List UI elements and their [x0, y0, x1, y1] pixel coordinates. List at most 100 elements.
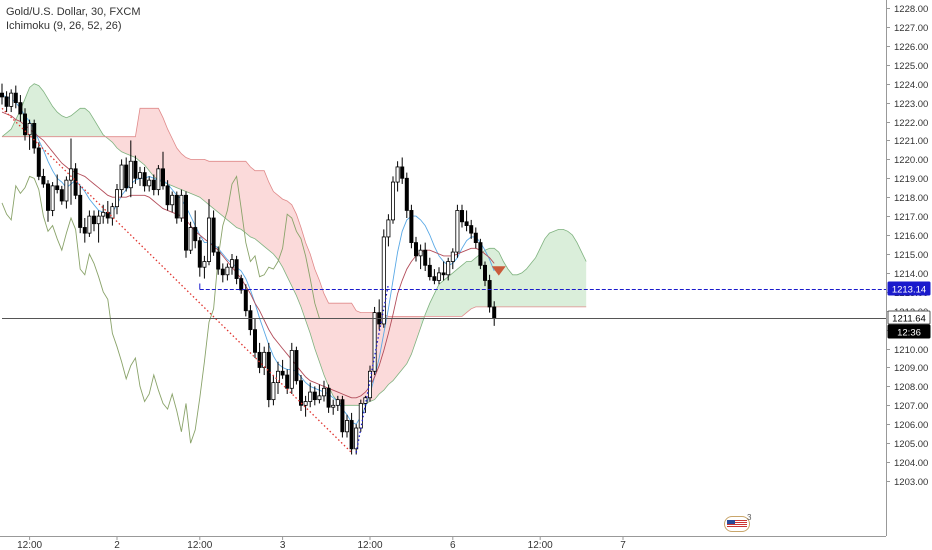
- candle-body: [206, 217, 211, 262]
- y-tick-label: 1223.00: [894, 99, 928, 110]
- candle-down: [482, 261, 487, 287]
- candle-up: [331, 399, 336, 415]
- y-tick-label: 1221.00: [894, 136, 928, 147]
- candle-body: [128, 160, 133, 189]
- candle-body: [285, 374, 290, 389]
- candle-body: [363, 397, 368, 404]
- y-tick-label: 1219.00: [894, 174, 928, 185]
- y-tick-label: 1222.00: [894, 118, 928, 129]
- y-tick-label: 1209.00: [894, 363, 928, 374]
- candle-body: [211, 217, 216, 253]
- candle-down: [0, 83, 4, 105]
- us-flag-icon[interactable]: [724, 516, 750, 532]
- candle-body: [354, 427, 359, 450]
- candle-down: [32, 119, 37, 154]
- candle-up: [335, 395, 340, 411]
- candle-body: [298, 380, 303, 406]
- candle-body: [308, 391, 313, 402]
- candle-body: [243, 289, 248, 312]
- candle-down: [165, 180, 170, 211]
- candle-up: [446, 257, 451, 281]
- kumo-bullish-segment: [2, 83, 104, 137]
- candle-body: [473, 232, 478, 244]
- indicator-label[interactable]: Ichimoku (9, 26, 52, 26): [6, 20, 122, 32]
- y-tick-label: 1205.00: [894, 439, 928, 450]
- y-tick-label: 1203.00: [894, 477, 928, 488]
- drawings[interactable]: [1, 107, 886, 454]
- candle-body: [4, 96, 9, 107]
- price-tag-box: [887, 310, 931, 325]
- candle-up: [436, 267, 441, 285]
- candle-down: [404, 172, 409, 219]
- candle-up: [202, 255, 207, 279]
- candle-body: [69, 168, 74, 181]
- candle-body: [478, 242, 483, 266]
- price-tag-text: 12:36: [897, 328, 921, 339]
- uptrend-line: [355, 284, 390, 453]
- x-tick-label: 2: [114, 540, 120, 550]
- candle-down: [41, 168, 46, 188]
- candle-up: [206, 199, 211, 266]
- candle-up: [147, 176, 152, 192]
- candle-down: [487, 274, 492, 313]
- candle-down: [312, 386, 317, 406]
- candle-down: [151, 174, 156, 196]
- candle-up: [354, 424, 359, 455]
- candle-down: [55, 174, 60, 194]
- candle-up: [87, 210, 92, 237]
- candle-down: [174, 191, 179, 224]
- candle-up: [317, 384, 322, 404]
- x-tick-label: 6: [450, 540, 456, 550]
- candle-body: [234, 259, 239, 279]
- x-tick-label: 12:00: [187, 540, 212, 550]
- candle-up: [386, 214, 391, 247]
- candle-body: [271, 382, 276, 401]
- candle-body: [183, 194, 188, 251]
- candle-body: [225, 266, 230, 276]
- candle-up: [110, 202, 115, 226]
- candle-body: [101, 211, 106, 217]
- candle-body: [487, 280, 492, 308]
- level-price-tag: 1213.14: [887, 281, 931, 296]
- ichimoku-lines: [1, 94, 495, 444]
- y-tick-label: 1225.00: [894, 61, 928, 72]
- candle-body: [202, 261, 207, 268]
- candle-down: [248, 305, 253, 336]
- candle-body: [18, 102, 23, 115]
- y-tick-label: 1210.00: [894, 345, 928, 356]
- candle-body: [335, 399, 340, 406]
- candle-body: [289, 350, 294, 389]
- candle-body: [266, 351, 271, 401]
- candle-up: [229, 253, 234, 275]
- candle-body: [36, 147, 41, 177]
- candle-body: [174, 194, 179, 219]
- candle-up: [27, 119, 32, 150]
- candle-body: [115, 189, 120, 208]
- candle-body: [404, 177, 409, 211]
- candle-body: [165, 185, 170, 206]
- candle-body: [275, 370, 280, 384]
- candle-body: [390, 181, 395, 221]
- candle-body: [317, 395, 322, 401]
- candle-body: [340, 399, 345, 433]
- bar-countdown-tag: 12:36: [887, 324, 931, 339]
- y-tick-label: 1218.00: [894, 193, 928, 204]
- candle-up: [64, 176, 69, 209]
- candle-up: [69, 138, 74, 205]
- candlesticks[interactable]: [0, 83, 497, 455]
- candle-body: [142, 172, 147, 187]
- candle-body: [0, 92, 4, 98]
- candle-down: [36, 142, 41, 181]
- y-tick-label: 1217.00: [894, 212, 928, 223]
- candle-body: [160, 168, 165, 187]
- downtrend-line: [1, 107, 353, 454]
- candle-body: [87, 215, 92, 234]
- candle-up: [115, 183, 120, 215]
- y-tick-label: 1228.00: [894, 4, 928, 15]
- candle-down: [183, 191, 188, 258]
- candle-up: [358, 399, 363, 432]
- candle-body: [124, 164, 129, 189]
- candle-body: [64, 179, 69, 202]
- candle-down: [142, 166, 147, 192]
